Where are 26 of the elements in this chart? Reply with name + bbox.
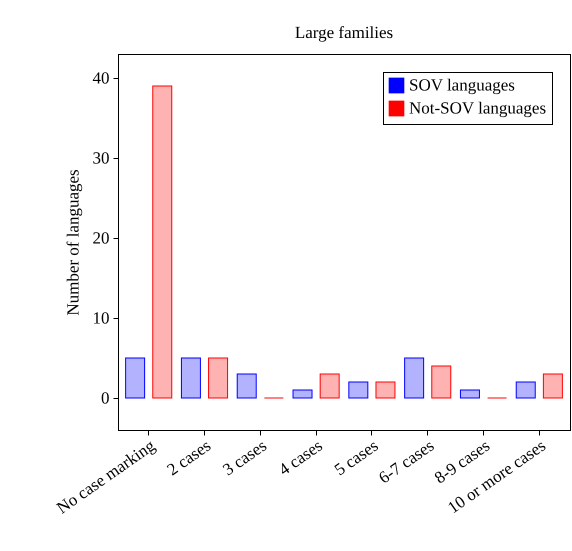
chart-title: Large families bbox=[294, 23, 394, 42]
bar bbox=[542, 374, 563, 398]
y-tick-label: 40 bbox=[92, 68, 110, 88]
bar bbox=[236, 374, 257, 398]
bar bbox=[180, 358, 201, 398]
bar bbox=[516, 382, 536, 398]
bar bbox=[460, 390, 480, 398]
bar bbox=[431, 366, 452, 398]
bar bbox=[208, 358, 228, 398]
bar bbox=[152, 86, 172, 398]
legend-label: SOV languages bbox=[409, 76, 515, 94]
bar bbox=[348, 382, 368, 398]
x-tick-label: 3 cases bbox=[219, 436, 270, 480]
x-tick-label: 4 cases bbox=[275, 436, 326, 480]
bar bbox=[125, 358, 146, 398]
y-tick-label: 10 bbox=[92, 308, 110, 328]
bar bbox=[375, 382, 396, 398]
x-tick-label: 2 cases bbox=[164, 436, 214, 480]
y-axis-title: Number of languages bbox=[64, 169, 82, 316]
bar bbox=[320, 374, 340, 398]
bar bbox=[404, 358, 424, 398]
y-tick-label: 30 bbox=[92, 148, 110, 168]
bar bbox=[292, 390, 313, 398]
y-tick-label: 0 bbox=[101, 388, 110, 408]
legend-label: Not-SOV languages bbox=[409, 98, 546, 118]
y-tick-label: 20 bbox=[92, 228, 110, 248]
